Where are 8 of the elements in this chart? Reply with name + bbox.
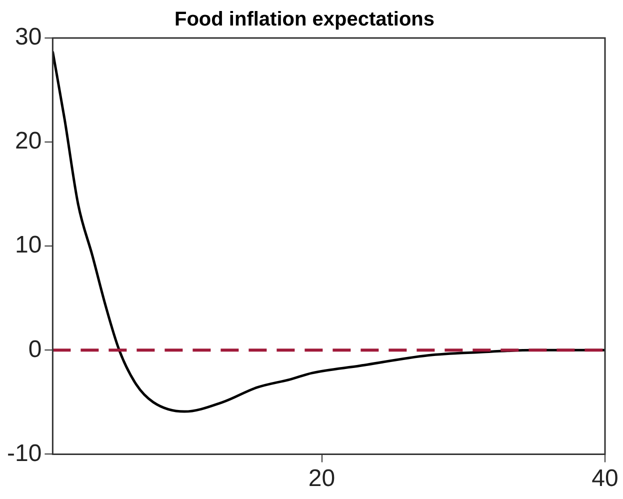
y-tick-label: 10 (14, 232, 42, 259)
y-tick-label: 0 (28, 336, 42, 363)
x-tick-label: 40 (592, 465, 618, 492)
y-tick-label: -10 (7, 440, 42, 467)
chart-title: Food inflation expectations (174, 8, 435, 31)
y-tick-label: 20 (14, 128, 42, 155)
line-series (52, 50, 605, 413)
y-tick-label: 30 (14, 24, 42, 51)
